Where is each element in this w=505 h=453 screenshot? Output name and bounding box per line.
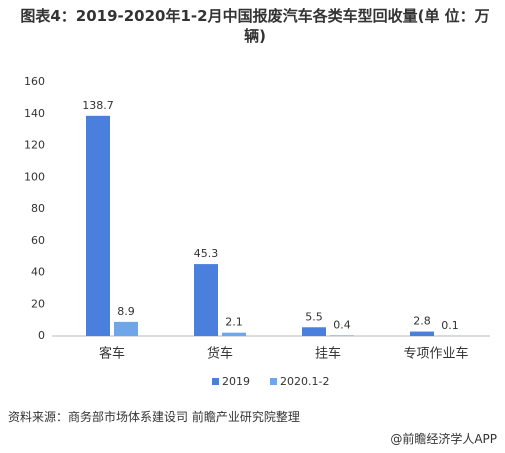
y-tick-label: 120 [24,139,45,152]
legend-label: 2020.1-2 [280,375,329,388]
legend-swatch [270,378,277,385]
value-label: 0.1 [441,319,459,332]
x-tick-label: 挂车 [315,346,341,362]
y-tick-label: 80 [31,202,45,215]
footer: @前瞻经济学人APP [390,432,497,446]
value-label: 138.7 [82,99,114,112]
value-label: 0.4 [333,318,351,331]
source-note: 资料来源：商务部市场体系建设司 前瞻产业研究院整理 [8,410,300,424]
x-tick-label: 客车 [99,346,125,362]
y-tick-label: 20 [31,297,45,310]
bar [194,264,218,336]
bar [330,335,354,336]
y-tick-label: 140 [24,107,45,120]
x-tick-label: 专项作业车 [403,346,468,362]
bar [222,332,246,336]
y-tick-label: 40 [31,266,45,279]
y-tick-label: 100 [24,170,45,183]
bar [86,115,110,336]
value-label: 8.9 [117,305,135,318]
bar [114,321,138,336]
y-tick-label: 0 [38,329,45,342]
bar [410,331,434,336]
x-tick-label: 货车 [207,346,233,362]
chart-title: 图表4：2019-2020年1-2月中国报废汽车各类车型回收量(单 位：万辆) [20,7,490,45]
y-tick-label: 60 [31,234,45,247]
legend-swatch [212,378,219,385]
bar [302,327,326,336]
value-label: 45.3 [194,247,219,260]
value-label: 2.1 [225,316,243,329]
value-label: 2.8 [413,315,431,328]
legend-label: 2019 [222,375,250,388]
value-label: 5.5 [305,310,323,323]
y-tick-label: 160 [24,75,45,88]
